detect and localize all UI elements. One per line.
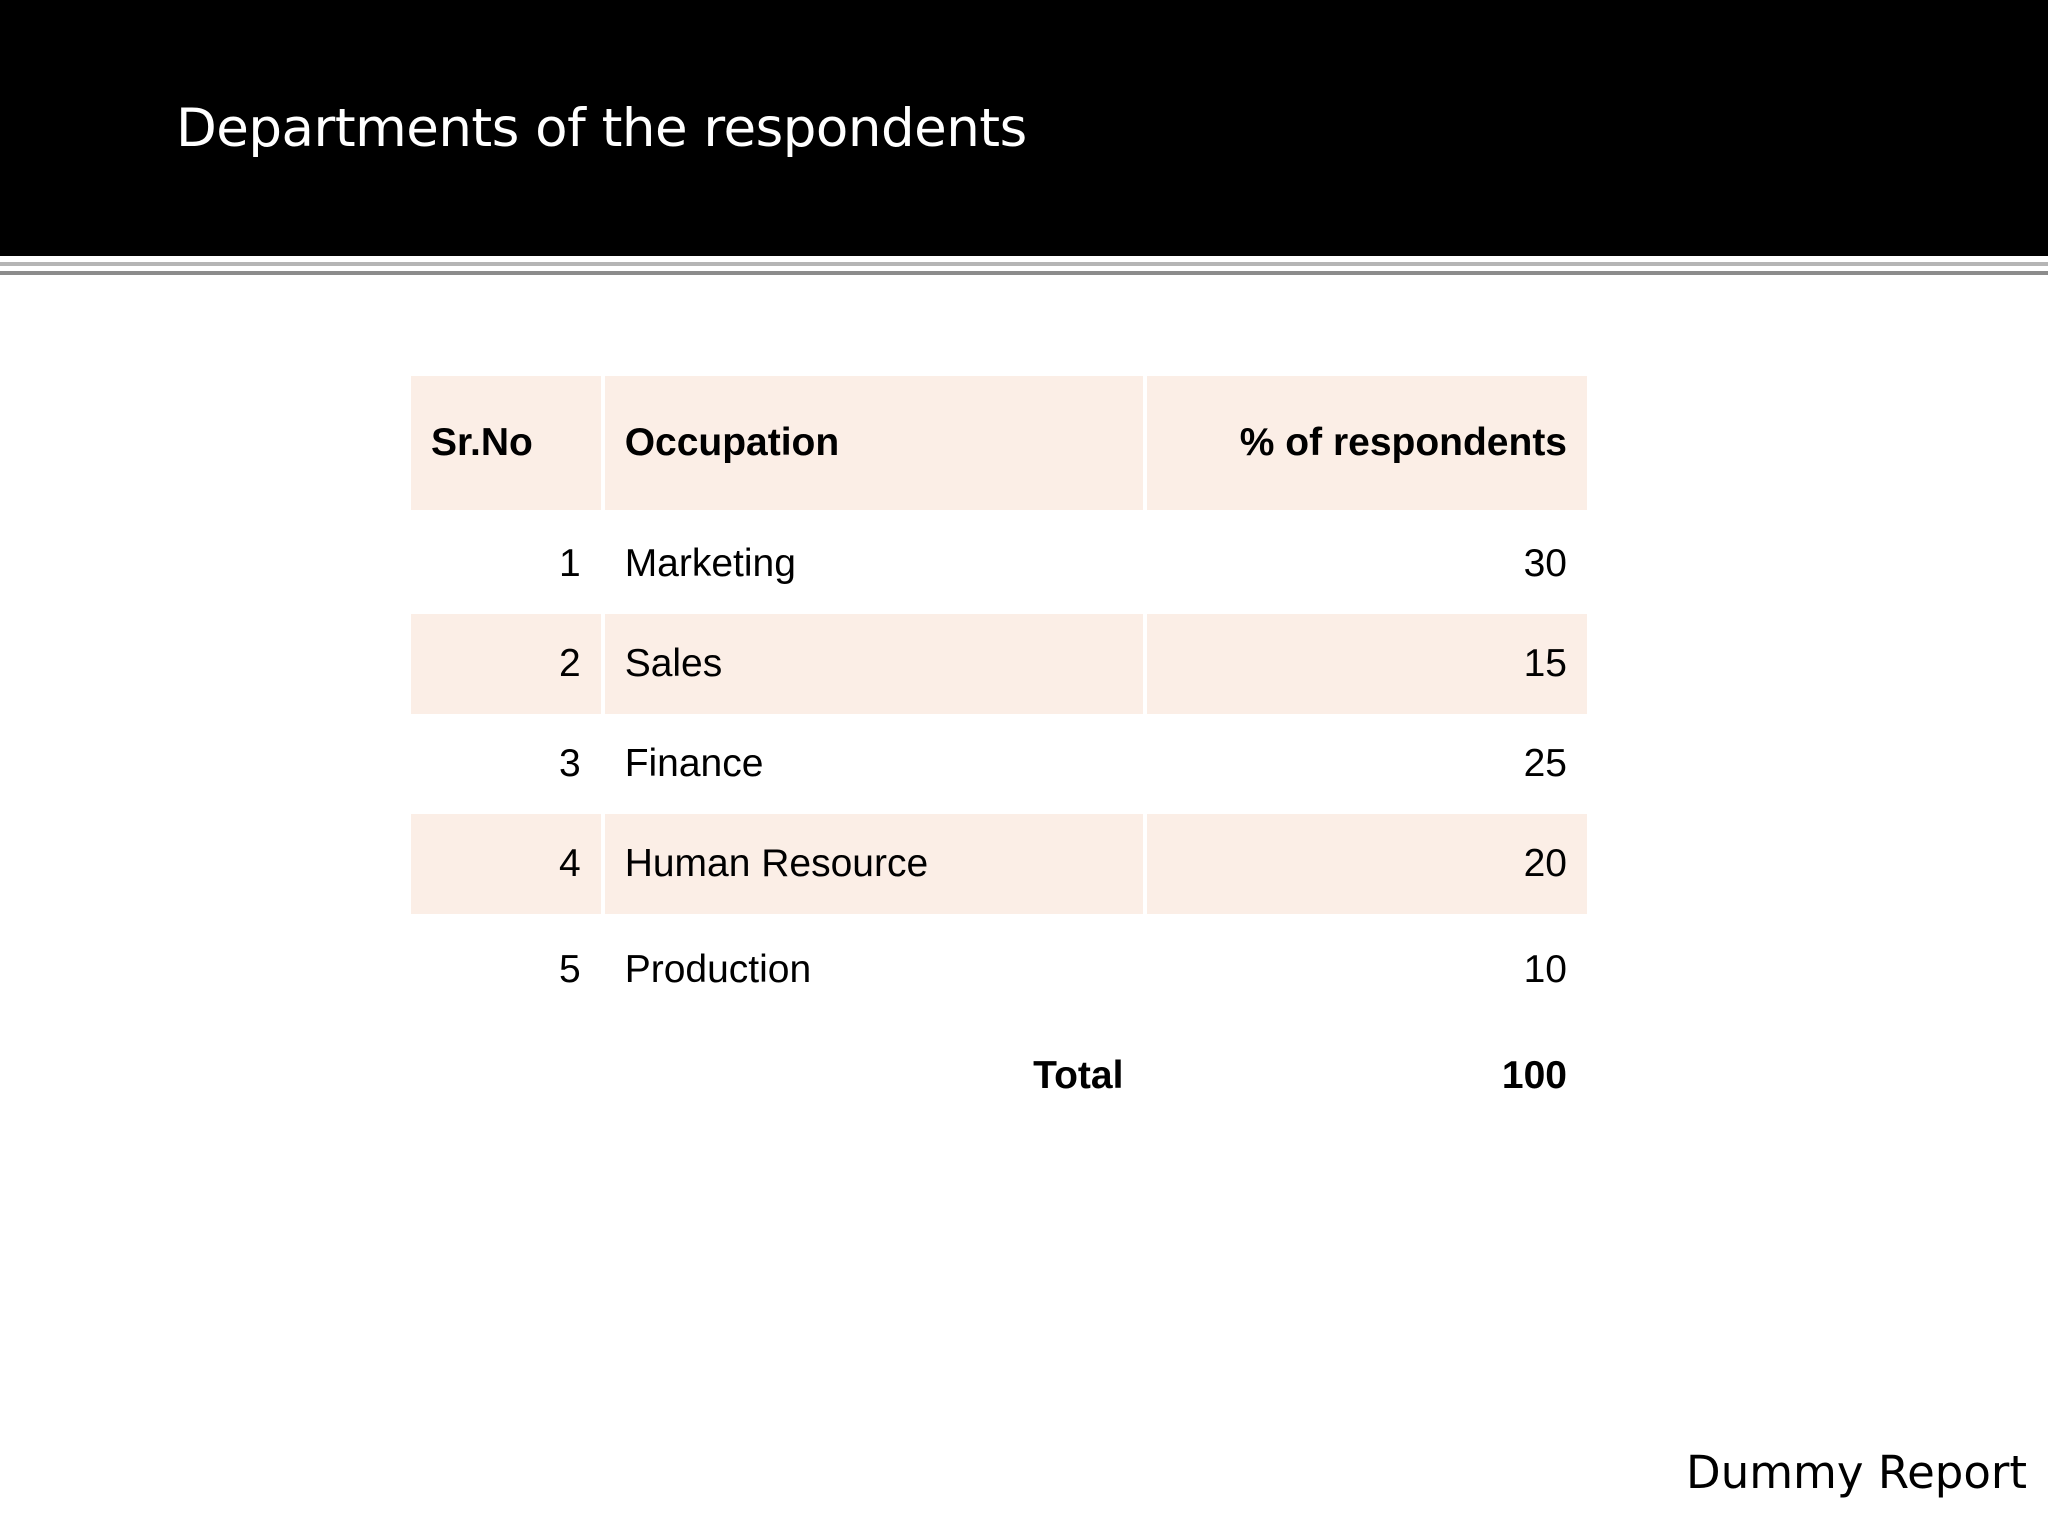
header-percent: % of respondents — [1147, 376, 1587, 514]
table-row: 1 Marketing 30 — [411, 514, 1587, 614]
cell-occupation: Finance — [604, 714, 1148, 814]
title-divider-bottom — [0, 271, 2048, 275]
total-label: Total — [604, 1026, 1148, 1126]
table-row: 5 Production 10 — [411, 914, 1587, 1026]
cell-percent: 15 — [1147, 614, 1587, 714]
total-value: 100 — [1147, 1026, 1587, 1126]
cell-percent: 10 — [1147, 914, 1587, 1026]
title-band: Departments of the respondents — [0, 0, 2048, 256]
table-header-row: Sr.No Occupation % of respondents — [411, 376, 1587, 514]
table-row: 4 Human Resource 20 — [411, 814, 1587, 914]
cell-empty — [411, 1026, 605, 1126]
cell-occupation: Human Resource — [604, 814, 1148, 914]
cell-percent: 25 — [1147, 714, 1587, 814]
cell-sr-no: 2 — [411, 614, 605, 714]
cell-percent: 30 — [1147, 514, 1587, 614]
cell-sr-no: 4 — [411, 814, 605, 914]
departments-table: Sr.No Occupation % of respondents 1 Mark… — [411, 376, 1587, 1126]
cell-occupation: Marketing — [604, 514, 1148, 614]
cell-occupation: Sales — [604, 614, 1148, 714]
table-row: 2 Sales 15 — [411, 614, 1587, 714]
cell-occupation: Production — [604, 914, 1148, 1026]
cell-percent: 20 — [1147, 814, 1587, 914]
cell-sr-no: 3 — [411, 714, 605, 814]
cell-sr-no: 5 — [411, 914, 605, 1026]
footer-label: Dummy Report — [1686, 1446, 2027, 1499]
table-total-row: Total 100 — [411, 1026, 1587, 1126]
header-sr-no: Sr.No — [411, 376, 605, 514]
slide-title: Departments of the respondents — [176, 98, 1027, 159]
cell-sr-no: 1 — [411, 514, 605, 614]
table-row: 3 Finance 25 — [411, 714, 1587, 814]
title-divider-top — [0, 262, 2048, 266]
header-occupation: Occupation — [604, 376, 1148, 514]
